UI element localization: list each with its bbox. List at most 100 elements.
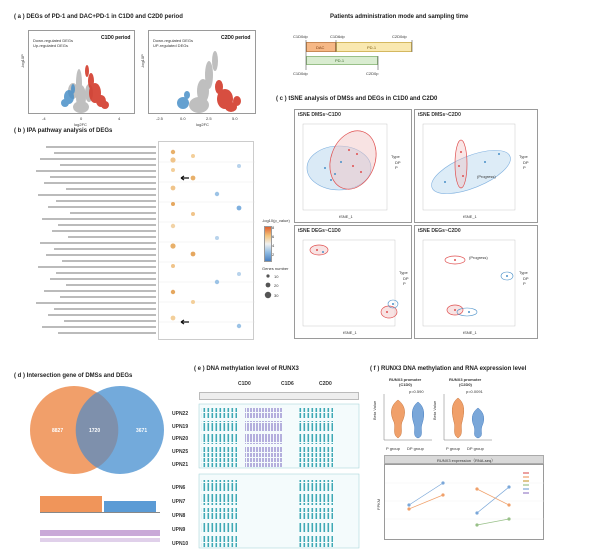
tsne-degs-c2d0-xlabel: tSNE_1 (463, 330, 477, 335)
tsne-degs-c2d0: tSNE DEGs~C2D0 (Progress) Type DP P tSNE… (414, 225, 538, 339)
methylation-row-upn9: UPN9 (172, 527, 186, 533)
timeline-dac-bar: DAC (306, 42, 336, 52)
tsne-degs-c2d0-legend-p: P (523, 281, 526, 286)
ipa-pathway-label-stack (36, 146, 156, 334)
violin1-title: RUNX3 promoter (389, 377, 422, 382)
tsne-degs-c1d0-legend-p: P (403, 281, 406, 286)
timeline-pd1-bottom-label: PD-1 (335, 58, 345, 63)
volcano-c2d0-xtick-2: 0.0 (180, 116, 186, 121)
panel-b-title: IPA pathway analysis of DEGs (26, 128, 113, 134)
volcano-c1d0-tag: C1D0 period (101, 35, 131, 41)
timeline-dac-label: DAC (316, 45, 325, 50)
tsne-degs-c2d0-note: (Progress) (469, 255, 488, 260)
tsne-dmss-c1d0-marks (302, 123, 388, 211)
timeline-c2d0p: C2D0p (366, 71, 379, 76)
violin1-ylabel: Beta Value (372, 400, 377, 420)
violin2-plot (443, 394, 492, 441)
violin1-group-dp: DP group (407, 446, 424, 451)
violin2-subtitle: (C2D0) (459, 382, 472, 387)
panel-a-title: DEGs of PD-1 and DAC+PD-1 in C1D0 and C2… (26, 14, 183, 20)
venn-diagram (30, 386, 164, 474)
violin2-ylabel: Beta Value (432, 400, 437, 420)
venn-overlap-count: 1720 (89, 428, 101, 434)
methylation-row-upn6: UPN6 (172, 485, 186, 491)
tsne-degs-c1d0-legend-title: Type (399, 270, 408, 275)
timeline-c1d0dp-bottom: C1D0dp (293, 71, 308, 76)
rna-ylabel: FPKM (376, 498, 381, 510)
methylation-row-upn22: UPN22 (172, 411, 189, 417)
tsne-dmss-c2d0-legend-title: Type (519, 154, 528, 159)
ipa-colorbar-tick-4: 2 (272, 252, 275, 257)
methylation-row-upn19: UPN19 (172, 424, 189, 430)
tsne-dmss-c2d0-note: (Progress) (477, 174, 496, 179)
rna-panel-header: RUNX3 expression（RNA-seq） (384, 455, 544, 464)
ipa-colorbar-tick-2: 6 (272, 234, 275, 239)
ipa-size-tick-3: 30 (274, 293, 279, 298)
tsne-degs-c1d0-legend-dp: DP (403, 276, 409, 281)
panel-b-heading: ( b ) IPA pathway analysis of DEGs (14, 128, 112, 134)
volcano-c1d0-legend-up: Up-regulated DEGs (33, 43, 68, 48)
methylation-row-upn20: UPN20 (172, 436, 189, 442)
ipa-size-title: Genes number (262, 266, 289, 271)
panel-a-letter: ( a ) (14, 14, 25, 20)
tsne-degs-c2d0-legend-title: Type (519, 270, 528, 275)
panel-e-title: DNA methylation level of RUNX3 (206, 366, 299, 372)
panel-b-letter: ( b ) (14, 128, 25, 134)
ipa-colorbar-title: -log10(p_value) (262, 218, 290, 223)
methylation-row-upn10: UPN10 (172, 541, 189, 547)
methylation-tracks (198, 403, 360, 549)
panel-a-heading: ( a ) DEGs of PD-1 and DAC+PD-1 in C1D0 … (14, 14, 183, 20)
violin1-pval: p=0.590 (409, 389, 424, 394)
methylation-col-c1d0: C1D0 (238, 381, 251, 387)
panel-f-letter: ( f ) (370, 366, 380, 372)
volcano-c1d0: Down-regulated DEGs Up-regulated DEGs C1… (28, 30, 135, 114)
volcano-c1d0-points (61, 65, 109, 113)
methylation-row-upn25: UPN25 (172, 449, 189, 455)
tsne-degs-c1d0-marks (302, 239, 399, 327)
volcano-c2d0: Down-regulated DEGs UP-regulated DEGs C2… (148, 30, 256, 114)
panel-e-heading: ( e ) DNA methylation level of RUNX3 (194, 366, 299, 372)
volcano-c2d0-xtick-4: 5.0 (232, 116, 238, 121)
volcano-c2d0-legend-up: UP-regulated DEGs (153, 43, 189, 48)
ipa-size-tick-1: 10 (274, 274, 279, 279)
panel-d-title: Intersection gene of DMSs and DEGs (26, 373, 133, 379)
violin2-group-p: P group (446, 446, 460, 451)
upset-bar-bottom (40, 530, 160, 536)
ipa-size-tick-2: 20 (274, 283, 279, 288)
tsne-dmss-c1d0-legend-title: Type (391, 154, 400, 159)
volcano-c2d0-xtick-3: 2.5 (206, 116, 212, 121)
timeline-c1d0dp-top: C1D0dp (293, 34, 308, 39)
violin1-group-p: P group (386, 446, 400, 451)
violin2-title: RUNX3 promoter (449, 377, 482, 382)
ipa-bubble-plot (158, 141, 255, 340)
tsne-dmss-c2d0-xlabel: tSNE_1 (463, 214, 477, 219)
volcano-c1d0-xtick-1: -4 (42, 116, 46, 121)
tsne-dmss-c1d0-title: tSNE DMSs~C1D0 (298, 112, 341, 118)
tsne-degs-c1d0-xlabel: tSNE_1 (343, 330, 357, 335)
volcano-c1d0-xtick-2: 0 (80, 116, 83, 121)
panel-d-letter: ( d ) (14, 373, 25, 379)
panel-c-heading: ( c ) tSNE analysis of DMSs and DEGs in … (276, 96, 437, 102)
tsne-dmss-c2d0: tSNE DMSs~C2D0 (Progress) Type DP P tSNE… (414, 109, 538, 223)
tsne-dmss-c1d0-xlabel: tSNE_1 (339, 214, 353, 219)
tsne-dmss-c1d0-legend-dp: DP (395, 160, 401, 165)
violin1-plot (383, 394, 432, 441)
timeline-pd1-top-label: PD-1 (367, 45, 377, 50)
violin2-group-dp: DP group (467, 446, 484, 451)
tsne-dmss-c2d0-title: tSNE DMSs~C2D0 (418, 112, 461, 118)
tsne-dmss-c2d0-legend-dp: DP (523, 160, 529, 165)
methylation-row-upn7: UPN7 (172, 499, 186, 505)
panel-f-title: RUNX3 DNA methylation and RNA expression… (381, 366, 527, 372)
venn-right-count: 3671 (136, 428, 148, 434)
timeline-title: Patients administration mode and samplin… (330, 14, 469, 20)
methylation-track-header (199, 392, 359, 400)
tsne-dmss-c1d0: tSNE DMSs~C1D0 Type DP P tSNE_1 (294, 109, 412, 223)
rna-line-plot (384, 464, 545, 540)
panel-f-heading: ( f ) RUNX3 DNA methylation and RNA expr… (370, 366, 526, 372)
volcano-c2d0-tag: C2D0 period (221, 35, 251, 41)
panel-c-title: tSNE analysis of DMSs and DEGs in C1D0 a… (288, 96, 438, 102)
ipa-colorbar-tick-3: 4 (272, 243, 275, 248)
tsne-degs-c1d0-title: tSNE DEGs~C1D0 (298, 228, 341, 234)
violin2-pval: p=0.0091 (466, 389, 483, 394)
